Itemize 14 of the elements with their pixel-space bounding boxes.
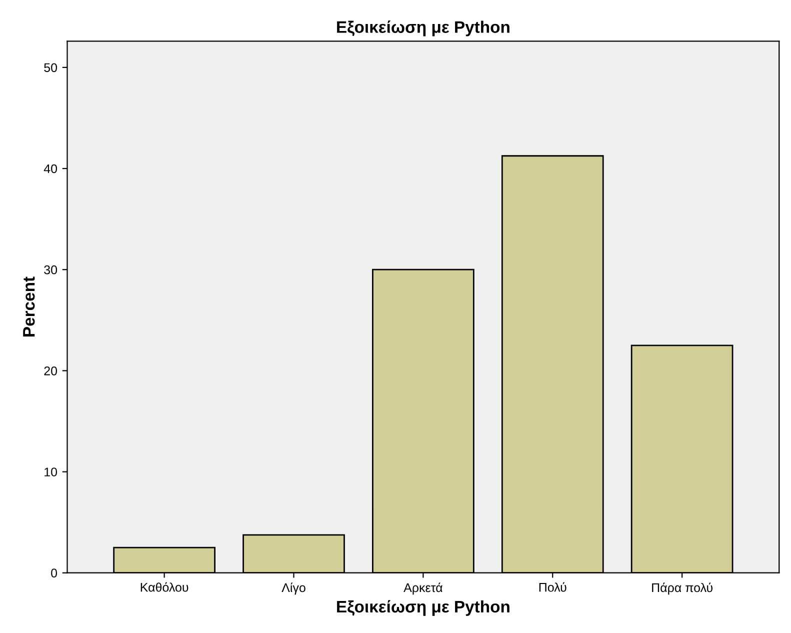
x-axis-title: Εξοικείωση με Python — [337, 600, 510, 616]
y-axis-title: Percent — [23, 276, 35, 336]
x-tick-label: Αρκετά — [404, 582, 442, 595]
y-tick-label: 50 — [44, 63, 58, 72]
x-tick-label: Πολύ — [539, 582, 566, 592]
x-tick-label: Λίγο — [282, 582, 306, 595]
y-tick-label: 30 — [44, 265, 58, 274]
x-tick-label: Πάρα πολύ — [652, 582, 712, 595]
y-tick-label: 0 — [51, 568, 58, 578]
chart-title: Εξοικείωση με Python — [337, 20, 510, 36]
y-tick-label: 10 — [44, 468, 58, 476]
x-tick-label: Καθόλου — [140, 582, 188, 592]
y-tick-label: 20 — [44, 366, 58, 376]
y-tick-label: 40 — [44, 164, 58, 174]
